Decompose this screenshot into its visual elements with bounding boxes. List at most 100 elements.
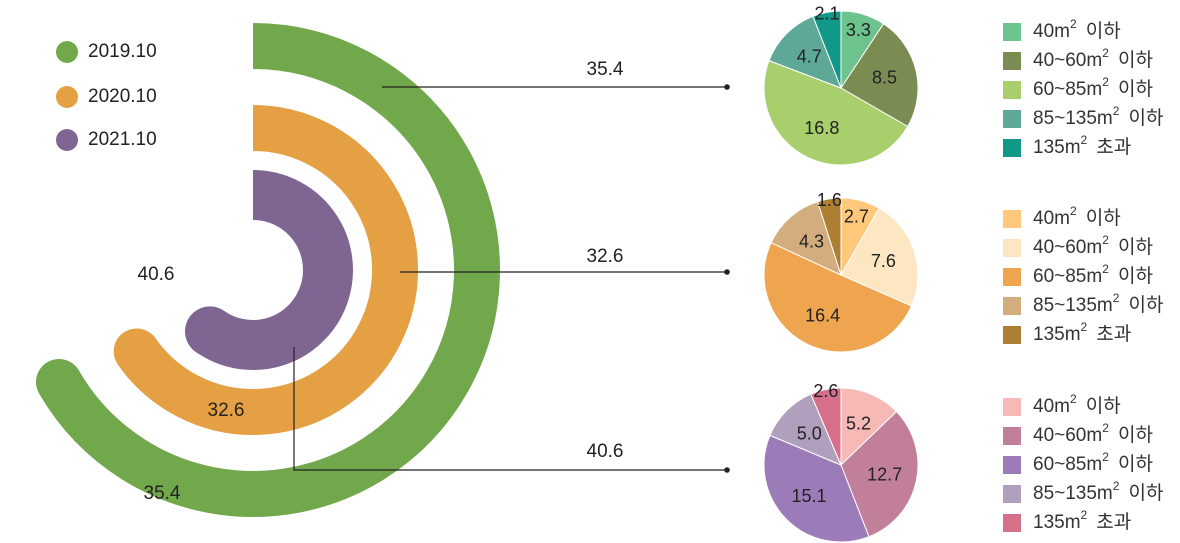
pie-slice <box>812 10 842 89</box>
legend-item-2020.10: 2020.10 <box>56 86 157 108</box>
pie-legend-2020.10: 40m2 이하 40~60m2 이하 60~85m2 이하 85~135m2 이하 13… <box>1003 204 1164 345</box>
legend-swatch <box>56 86 78 108</box>
pie-value-label: 16.4 <box>805 305 840 325</box>
pie-legend-item: 40m2 이하 <box>1003 17 1121 42</box>
connector-dot <box>724 467 730 473</box>
legend-swatch <box>1003 268 1021 286</box>
pie-slice <box>763 434 870 543</box>
arc-cap-2019.10 <box>36 359 83 405</box>
pie-value-label: 1.6 <box>817 190 842 210</box>
legend-swatch <box>1003 297 1021 315</box>
legend-label: 135m2 초과 <box>1033 320 1131 345</box>
pie-legend-item: 135m2 초과 <box>1003 508 1131 533</box>
pie-slice <box>769 393 842 466</box>
pie-2021.10: 5.2 12.7 15.1 5.0 2.6 <box>763 381 919 543</box>
pie-legend-item: 40~60m2 이하 <box>1003 46 1153 71</box>
arc-2020.10 <box>117 105 418 435</box>
pie-legend-item: 85~135m2 이하 <box>1003 104 1164 129</box>
pie-legend-2019.10: 40m2 이하 40~60m2 이하 60~85m2 이하 85~135m2 이하 13… <box>1003 17 1164 158</box>
legend-swatch <box>1003 514 1021 532</box>
pie-slice <box>763 59 909 166</box>
legend-label: 40~60m2 이하 <box>1033 46 1153 71</box>
arc-cap-2021.10 <box>184 306 235 357</box>
legend-swatch <box>1003 398 1021 416</box>
pie-value-label: 3.3 <box>846 20 871 40</box>
legend-label: 60~85m2 이하 <box>1033 450 1153 475</box>
pie-slice <box>763 241 913 353</box>
pie-slice <box>840 410 919 538</box>
pie-slice <box>817 197 842 276</box>
pie-slice <box>810 387 842 466</box>
legend-swatch <box>1003 239 1021 257</box>
legend-label: 40m2 이하 <box>1033 17 1121 42</box>
pie-legend-item: 135m2 초과 <box>1003 320 1131 345</box>
pie-legend-item: 40~60m2 이하 <box>1003 421 1153 446</box>
pie-2019.10: 3.3 8.5 16.8 4.7 2.1 <box>763 4 919 166</box>
pie-value-label: 2.1 <box>815 4 840 24</box>
arc-value-2020.10: 32.6 <box>208 400 245 421</box>
pie-legend-item: 85~135m2 이하 <box>1003 291 1164 316</box>
legend-label: 60~85m2 이하 <box>1033 75 1153 100</box>
pie-value-label: 7.6 <box>871 251 896 271</box>
pie-value-label: 4.3 <box>799 231 824 251</box>
pie-legend-2021.10: 40m2 이하 40~60m2 이하 60~85m2 이하 85~135m2 이하 13… <box>1003 392 1164 533</box>
legend-label: 2019.10 <box>88 41 157 62</box>
pie-slice <box>840 207 919 307</box>
connector-dot <box>724 84 730 90</box>
legend-swatch <box>56 129 78 151</box>
connector-dot <box>724 269 730 275</box>
legend-swatch <box>1003 52 1021 70</box>
pie-2020.10: 2.7 7.6 16.4 4.3 1.6 <box>763 190 919 353</box>
arc-value-2021.10: 40.6 <box>138 264 175 285</box>
legend-item-2021.10: 2021.10 <box>56 129 157 151</box>
legend-label: 85~135m2 이하 <box>1033 479 1164 504</box>
connector-value: 32.6 <box>587 246 624 267</box>
legend-swatch <box>1003 110 1021 128</box>
pie-value-label: 8.5 <box>872 68 897 88</box>
pie-value-label: 5.0 <box>797 423 822 443</box>
connector-value: 35.4 <box>587 59 624 80</box>
legend-label: 2020.10 <box>88 86 157 107</box>
pie-legend-item: 60~85m2 이하 <box>1003 75 1153 100</box>
connectors: 35.4 32.6 40.6 <box>293 59 730 473</box>
arc-2019.10 <box>39 23 500 517</box>
legend-swatch <box>1003 456 1021 474</box>
legend-label: 85~135m2 이하 <box>1033 291 1164 316</box>
legend-label: 60~85m2 이하 <box>1033 262 1153 287</box>
arc-cap-2020.10 <box>113 328 160 375</box>
legend-label: 135m2 초과 <box>1033 508 1131 533</box>
legend-label: 2021.10 <box>88 129 157 150</box>
pie-value-label: 16.8 <box>804 118 839 138</box>
pie-legend-item: 40m2 이하 <box>1003 204 1121 229</box>
pie-value-label: 15.1 <box>792 486 827 506</box>
legend-swatch <box>1003 485 1021 503</box>
pie-legend-item: 60~85m2 이하 <box>1003 450 1153 475</box>
pie-legend-item: 60~85m2 이하 <box>1003 262 1153 287</box>
legend-swatch <box>1003 427 1021 445</box>
legend-label: 40~60m2 이하 <box>1033 233 1153 258</box>
legend-swatch <box>1003 81 1021 99</box>
pie-value-label: 2.7 <box>844 207 869 227</box>
legend-swatch <box>1003 139 1021 157</box>
legend-label: 40m2 이하 <box>1033 204 1121 229</box>
legend-label: 85~135m2 이하 <box>1033 104 1164 129</box>
pie-legend-item: 40m2 이하 <box>1003 392 1121 417</box>
radial-arcs: 35.4 32.6 40.6 <box>36 23 500 517</box>
pie-legend-item: 85~135m2 이하 <box>1003 479 1164 504</box>
legend-label: 40m2 이하 <box>1033 392 1121 417</box>
connector-line <box>293 347 727 471</box>
arc-2021.10 <box>195 170 353 370</box>
arc-value-2019.10: 35.4 <box>144 483 181 504</box>
legend-label: 40~60m2 이하 <box>1033 421 1153 446</box>
pie-value-label: 2.6 <box>813 381 838 401</box>
pie-legend-item: 135m2 초과 <box>1003 133 1131 158</box>
pie-value-label: 12.7 <box>867 464 902 484</box>
pie-slice <box>768 15 842 89</box>
year-legend: 2019.10 2020.10 2021.10 <box>56 41 157 151</box>
legend-swatch <box>1003 210 1021 228</box>
pie-legend-item: 40~60m2 이하 <box>1003 233 1153 258</box>
pie-value-label: 5.2 <box>846 414 871 434</box>
pie-slice <box>770 201 842 276</box>
pie-slice <box>840 387 898 467</box>
